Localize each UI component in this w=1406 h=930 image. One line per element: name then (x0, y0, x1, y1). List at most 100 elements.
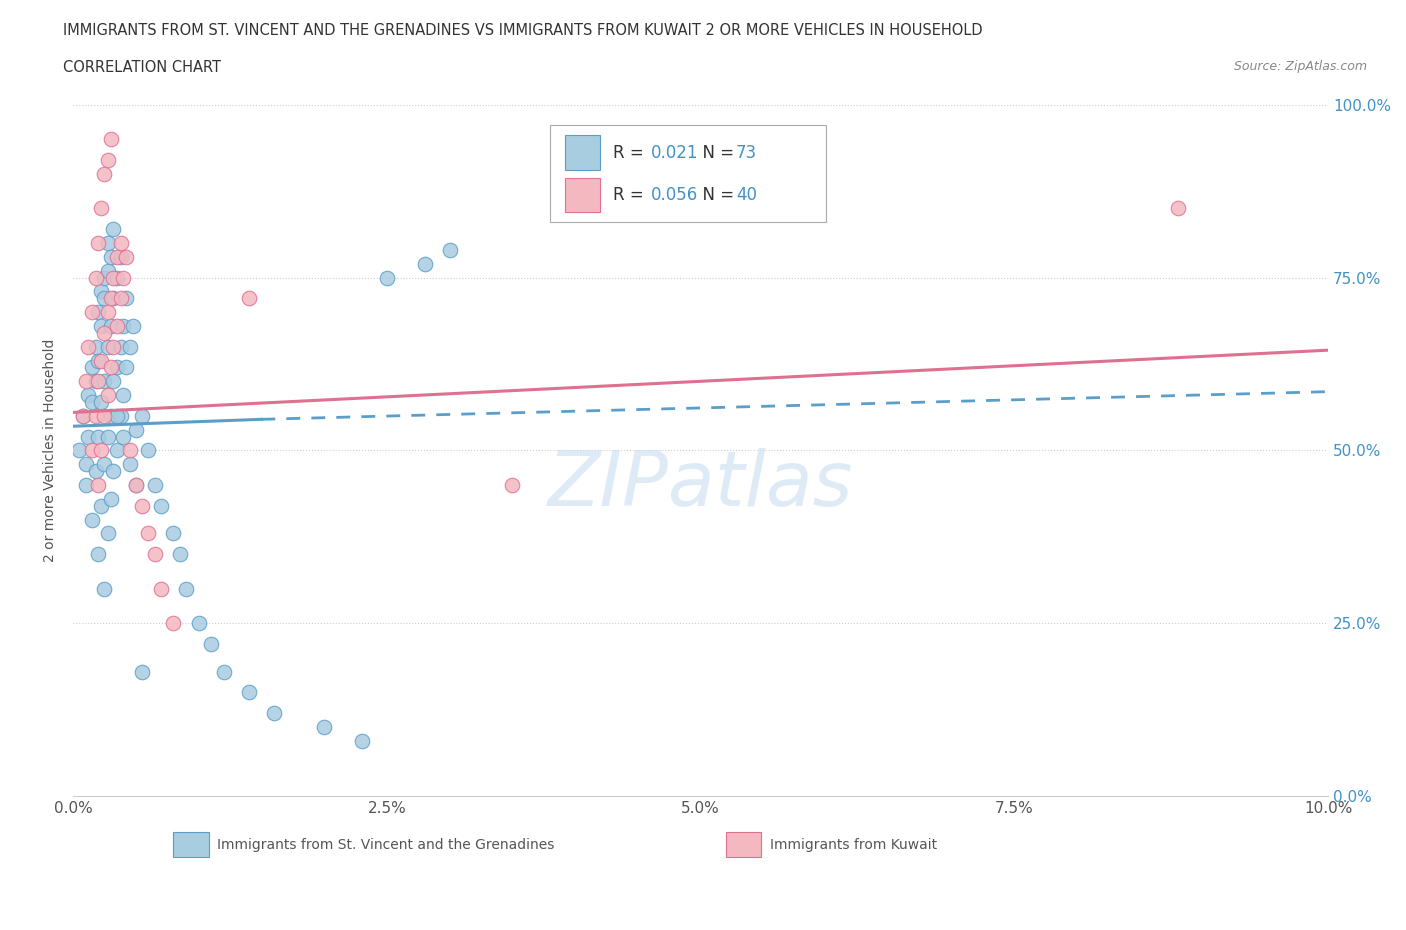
Text: 73: 73 (735, 143, 756, 162)
Point (75, 457, 97, 472)
Point (375, 270, 398, 285)
Point (350, 734, 373, 749)
FancyBboxPatch shape (550, 126, 827, 222)
Point (97, 305, 120, 320)
Point (149, 498, 172, 513)
Point (169, 547, 191, 562)
Point (93, 374, 115, 389)
Point (93, 581, 115, 596)
Point (162, 616, 184, 631)
Point (103, 221, 125, 236)
Point (87, 547, 110, 562)
Text: Source: ZipAtlas.com: Source: ZipAtlas.com (1233, 60, 1367, 73)
Point (125, 478, 148, 493)
Point (110, 249, 132, 264)
Point (114, 291, 136, 306)
Text: 40: 40 (735, 186, 756, 205)
Point (87, 235, 110, 250)
Point (97, 153, 120, 167)
Point (97, 235, 120, 250)
Point (110, 408, 132, 423)
Point (112, 319, 135, 334)
Point (105, 360, 128, 375)
Text: R =: R = (613, 143, 648, 162)
Text: Immigrants from St. Vincent and the Grenadines: Immigrants from St. Vincent and the Gren… (218, 838, 555, 852)
Point (105, 249, 128, 264)
Point (75, 374, 97, 389)
Point (100, 360, 122, 375)
Point (84, 270, 107, 285)
Point (72, 408, 94, 423)
Point (501, 478, 523, 493)
Point (200, 637, 222, 652)
Point (105, 319, 128, 334)
Point (212, 664, 235, 679)
Text: IMMIGRANTS FROM ST. VINCENT AND THE GRENADINES VS IMMIGRANTS FROM KUWAIT 2 OR MO: IMMIGRANTS FROM ST. VINCENT AND THE GREN… (63, 23, 983, 38)
Point (84, 374, 107, 389)
Point (114, 360, 136, 375)
Bar (565, 135, 600, 170)
Point (238, 685, 260, 700)
Point (314, 720, 336, 735)
Bar (725, 832, 761, 857)
Point (97, 526, 120, 541)
Point (162, 526, 184, 541)
Point (100, 249, 122, 264)
Point (131, 498, 153, 513)
Text: Immigrants from Kuwait: Immigrants from Kuwait (769, 838, 936, 852)
Point (97, 339, 120, 354)
Point (143, 547, 166, 562)
Point (93, 291, 115, 306)
Point (97, 388, 120, 403)
Point (87, 374, 110, 389)
Point (80, 443, 103, 458)
Point (105, 270, 128, 285)
Point (80, 512, 103, 527)
Point (84, 464, 107, 479)
Point (100, 408, 122, 423)
Point (90, 443, 112, 458)
Point (93, 166, 115, 181)
Point (103, 464, 125, 479)
Point (87, 478, 110, 493)
Point (97, 429, 120, 444)
Point (67, 443, 90, 458)
Point (131, 664, 153, 679)
Point (75, 478, 97, 493)
Point (439, 243, 461, 258)
Point (125, 478, 148, 493)
Point (93, 326, 115, 340)
Text: 0.021: 0.021 (651, 143, 697, 162)
Point (105, 408, 128, 423)
Point (138, 526, 160, 541)
Point (80, 305, 103, 320)
Point (93, 408, 115, 423)
Point (112, 270, 135, 285)
Point (112, 429, 135, 444)
Point (84, 339, 107, 354)
Point (118, 443, 141, 458)
Point (105, 443, 128, 458)
Point (187, 616, 209, 631)
Point (93, 270, 115, 285)
Point (263, 706, 285, 721)
Point (97, 263, 120, 278)
Point (103, 291, 125, 306)
Point (103, 270, 125, 285)
Point (131, 408, 153, 423)
Text: N =: N = (692, 143, 740, 162)
Point (143, 478, 166, 493)
Point (100, 132, 122, 147)
Bar (565, 178, 600, 212)
Point (413, 257, 436, 272)
Point (87, 305, 110, 320)
Point (125, 422, 148, 437)
Point (90, 498, 112, 513)
Text: N =: N = (692, 186, 740, 205)
Point (84, 408, 107, 423)
Y-axis label: 2 or more Vehicles in Household: 2 or more Vehicles in Household (44, 339, 58, 562)
Point (103, 374, 125, 389)
Point (90, 353, 112, 368)
Point (77, 339, 100, 354)
Point (90, 394, 112, 409)
